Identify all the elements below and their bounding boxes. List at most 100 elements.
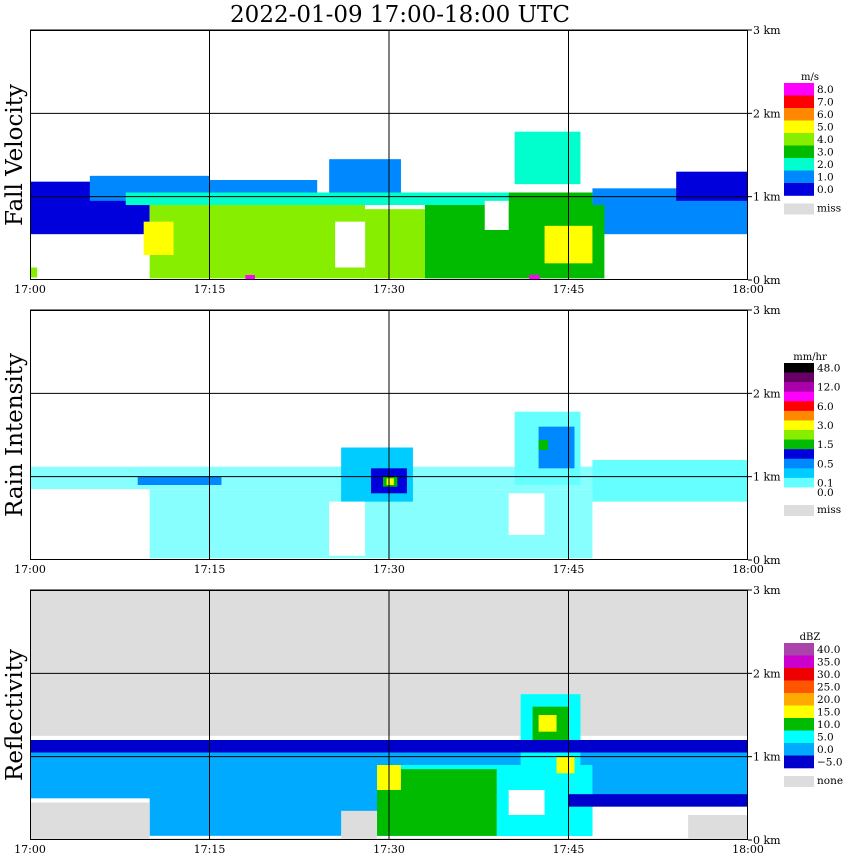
- fall-velocity-legend-label: 8.0: [817, 84, 834, 96]
- rain-intensity-legend-swatch: [784, 420, 814, 431]
- fall-velocity-legend-label: 4.0: [817, 134, 834, 146]
- rain-intensity-legend-label: 12.0: [817, 382, 840, 394]
- reflectivity-legend-swatch: [784, 680, 814, 694]
- reflectivity-x-tick-label: 17:00: [14, 843, 46, 856]
- rain-intensity-legend-label: 0.0: [817, 487, 834, 499]
- rain-intensity-x-tick-label: 17:45: [553, 563, 585, 576]
- fall-velocity-legend-swatch: [784, 95, 814, 109]
- rain-intensity-legend-swatch: [784, 372, 814, 383]
- reflectivity-x-tick-label: 17:15: [194, 843, 226, 856]
- reflectivity-legend-swatch: [784, 730, 814, 744]
- fall-velocity-x-tick-label: 17:45: [553, 283, 585, 296]
- reflectivity-legend-label: 10.0: [817, 719, 840, 731]
- reflectivity-data-region: [538, 715, 557, 732]
- rain-intensity-y-tick-label: 3 km: [753, 304, 781, 317]
- fall-velocity-legend-unit: m/s: [801, 72, 819, 83]
- fall-velocity-data-region: [508, 192, 593, 214]
- reflectivity-legend-label: 15.0: [817, 707, 840, 719]
- reflectivity-x-tick-label: 18:00: [732, 843, 764, 856]
- reflectivity-y-tick-label: 0 km: [753, 834, 781, 847]
- fall-velocity-data-region: [149, 205, 366, 279]
- fall-velocity-data-region: [125, 192, 509, 205]
- fall-velocity-y-tick-label: 1 km: [753, 191, 781, 204]
- rain-intensity-legend-label: 48.0: [817, 363, 840, 375]
- rain-intensity-legend-unit: mm/hr: [793, 352, 827, 363]
- reflectivity-legend-label: 35.0: [817, 657, 840, 669]
- rain-intensity-legend-swatch: [784, 487, 814, 498]
- reflectivity-legend-label: 30.0: [817, 669, 840, 681]
- fall-velocity-legend-label: 2.0: [817, 159, 834, 171]
- rain-intensity-legend-swatch: [784, 449, 814, 460]
- reflectivity-legend-missing-label: none: [817, 775, 843, 787]
- reflectivity-legend-swatch: [784, 718, 814, 731]
- reflectivity-legend-swatch: [784, 755, 814, 769]
- reflectivity-legend-label: 0.0: [817, 744, 834, 756]
- reflectivity-y-tick-label: 2 km: [753, 667, 781, 680]
- fall-velocity-legend-label: 6.0: [817, 109, 834, 121]
- fall-velocity-data-region: [514, 131, 581, 185]
- reflectivity-legend-label: 40.0: [817, 644, 840, 656]
- reflectivity-plot-frame: [30, 590, 748, 840]
- reflectivity-legend-unit: dBZ: [800, 632, 821, 643]
- fall-velocity-legend-swatch: [784, 120, 814, 134]
- reflectivity-legend-swatch: [784, 643, 814, 656]
- reflectivity-x-tick-label: 17:45: [553, 843, 585, 856]
- rain-intensity-legend-label: 0.1: [817, 477, 834, 489]
- reflectivity-legend-swatch: [784, 693, 814, 706]
- reflectivity-data-region: [688, 815, 748, 839]
- fall-velocity-legend-label: 3.0: [817, 147, 834, 159]
- reflectivity-legend-swatch: [784, 743, 814, 756]
- rain-intensity-legend-swatch: [784, 458, 814, 469]
- fall-velocity-legend-missing-swatch: [784, 203, 814, 215]
- fall-velocity-data-region: [484, 200, 509, 230]
- rain-intensity-x-tick-label: 17:00: [14, 563, 46, 576]
- fall-velocity-legend-label: 0.0: [817, 184, 834, 196]
- rain-intensity-legend-missing-swatch: [784, 505, 814, 516]
- rain-intensity-legend-swatch: [784, 363, 814, 373]
- reflectivity-data-region: [508, 790, 545, 815]
- reflectivity-legend-swatch: [784, 655, 814, 669]
- reflectivity-legend-label: −5.0: [817, 757, 843, 769]
- fall-velocity-plot-frame: [30, 30, 748, 280]
- reflectivity-legend-swatch: [784, 668, 814, 681]
- fall-velocity-data-region: [329, 159, 401, 197]
- reflectivity-legend-missing-swatch: [784, 776, 814, 787]
- fall-velocity-legend-label: 1.0: [817, 172, 834, 184]
- fall-velocity-data-region: [245, 275, 255, 280]
- fall-velocity-y-tick-label: 0 km: [753, 274, 781, 287]
- fall-velocity-legend-swatch: [784, 108, 814, 121]
- fall-velocity-legend-swatch: [784, 170, 814, 184]
- reflectivity-panel-title: Reflectivity: [2, 649, 28, 781]
- fall-velocity-x-tick-label: 18:00: [732, 283, 764, 296]
- rain-intensity-x-tick-label: 18:00: [732, 563, 764, 576]
- reflectivity-y-tick-label: 3 km: [753, 584, 781, 597]
- reflectivity-legend-label: 25.0: [817, 682, 840, 694]
- rain-intensity-x-tick-label: 17:15: [194, 563, 226, 576]
- rain-intensity-data-region: [137, 476, 222, 485]
- rain-intensity-legend-swatch: [784, 439, 814, 450]
- fall-velocity-x-tick-label: 17:15: [194, 283, 226, 296]
- rain-intensity-legend-swatch: [784, 468, 814, 479]
- fall-velocity-x-tick-label: 17:30: [373, 283, 405, 296]
- fall-velocity-data-region: [30, 267, 38, 278]
- rain-intensity-legend-swatch: [784, 382, 814, 393]
- reflectivity-data-region: [556, 756, 575, 774]
- reflectivity-data-region: [341, 810, 378, 839]
- fall-velocity-data-region: [335, 221, 366, 268]
- reflectivity-legend-swatch: [784, 705, 814, 719]
- fall-velocity-data-region: [365, 209, 425, 279]
- rain-intensity-legend-label: 6.0: [817, 401, 834, 413]
- fall-velocity-y-tick-label: 3 km: [753, 24, 781, 37]
- rain-intensity-panel-title: Rain Intensity: [2, 353, 28, 517]
- rain-intensity-plot-frame: [30, 310, 748, 560]
- fall-velocity-legend-missing-label: miss: [817, 203, 841, 215]
- rain-intensity-x-tick-label: 17:30: [373, 563, 405, 576]
- fall-velocity-y-tick-label: 2 km: [753, 107, 781, 120]
- fall-velocity-legend-swatch: [784, 158, 814, 171]
- fall-velocity-legend-label: 7.0: [817, 97, 834, 109]
- rain-intensity-legend-label: 1.5: [817, 439, 834, 451]
- fall-velocity-legend-swatch: [784, 145, 814, 159]
- reflectivity-x-tick-label: 17:30: [373, 843, 405, 856]
- fall-velocity-legend-swatch: [784, 183, 814, 196]
